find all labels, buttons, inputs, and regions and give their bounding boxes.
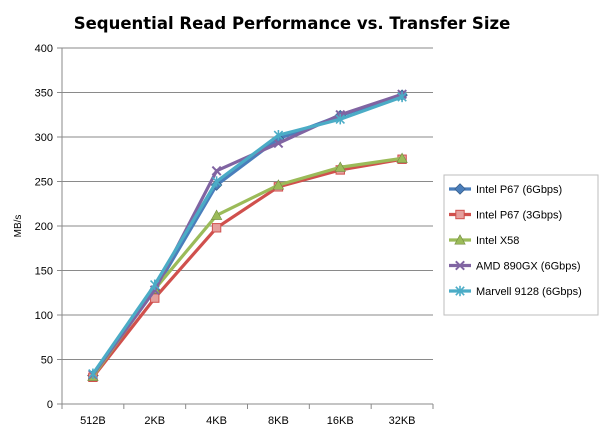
data-point (211, 223, 222, 233)
legend-label: Intel P67 (3Gbps) (476, 210, 562, 222)
y-tick-label: 150 (35, 266, 53, 278)
legend-item: Intel X58 (449, 234, 519, 247)
y-tick-label: 250 (35, 177, 53, 189)
series-4 (88, 89, 407, 380)
legend-box (443, 174, 599, 316)
grid-lines (62, 47, 433, 360)
data-point (272, 179, 285, 190)
series-line (91, 156, 403, 378)
marker-stroke (455, 260, 465, 271)
legend-label: Intel P67 (6Gbps) (476, 184, 562, 196)
data-point (273, 138, 284, 149)
legend-label: Intel X58 (476, 235, 519, 247)
series-5 (88, 91, 407, 379)
series-2 (88, 154, 407, 383)
series-line (91, 92, 403, 376)
x-tick-label: 4KB (206, 415, 227, 427)
legend-marker (454, 234, 466, 245)
y-tick-labels: 0 50 100 150 200 250 300 350 400 (35, 43, 53, 411)
y-tick-label: 200 (35, 221, 53, 233)
legend-item: Marvell 9128 (6Gbps) (449, 285, 582, 298)
series-line (91, 95, 403, 375)
data-point (397, 91, 407, 103)
x-tick-label: 16KB (327, 415, 354, 427)
legend-label: Marvell 9128 (6Gbps) (476, 286, 582, 298)
y-tick-label: 400 (35, 43, 53, 55)
legend-marker (454, 183, 466, 195)
y-tick-label: 50 (41, 355, 53, 367)
data-point (149, 279, 160, 290)
data-point (335, 114, 346, 125)
y-tick-label: 350 (35, 88, 53, 100)
series-3 (87, 152, 408, 381)
legend-marker (455, 285, 465, 297)
x-tick-label: 2KB (144, 415, 165, 427)
data-point (210, 209, 223, 220)
data-point (88, 368, 98, 379)
legend-label: AMD 890GX (6Gbps) (476, 261, 581, 273)
axes (57, 47, 434, 409)
data-point (211, 176, 222, 187)
legend-item: Intel P67 (3Gbps) (449, 210, 562, 222)
data-point (273, 130, 284, 141)
series-1 (87, 89, 408, 382)
legend-marker (455, 209, 465, 220)
x-tick-label: 8KB (268, 415, 289, 427)
data-point (211, 165, 222, 176)
x-tick-labels: 512B 2KB 4KB 8KB 16KB 32KB (80, 415, 415, 427)
legend-marker (455, 260, 465, 271)
legend: Intel P67 (6Gbps) Intel P67 (3Gbps) Intel … (449, 183, 582, 298)
data-point (396, 152, 408, 163)
marker-stroke (273, 138, 284, 149)
legend-item: Intel P67 (6Gbps) (449, 183, 562, 196)
y-axis-label: MB/s (13, 215, 24, 238)
y-tick-label: 300 (35, 132, 53, 144)
x-tick-label: 32KB (389, 415, 416, 427)
data-point (334, 161, 346, 172)
y-tick-label: 0 (47, 399, 53, 411)
series-line (91, 157, 403, 379)
chart-title: Sequential Read Performance vs. Transfer… (74, 14, 511, 33)
marker-stroke (211, 165, 222, 176)
y-tick-label: 100 (35, 310, 53, 322)
legend-item: AMD 890GX (6Gbps) (449, 261, 581, 273)
x-tick-label: 512B (80, 415, 106, 427)
series-group (87, 89, 408, 383)
